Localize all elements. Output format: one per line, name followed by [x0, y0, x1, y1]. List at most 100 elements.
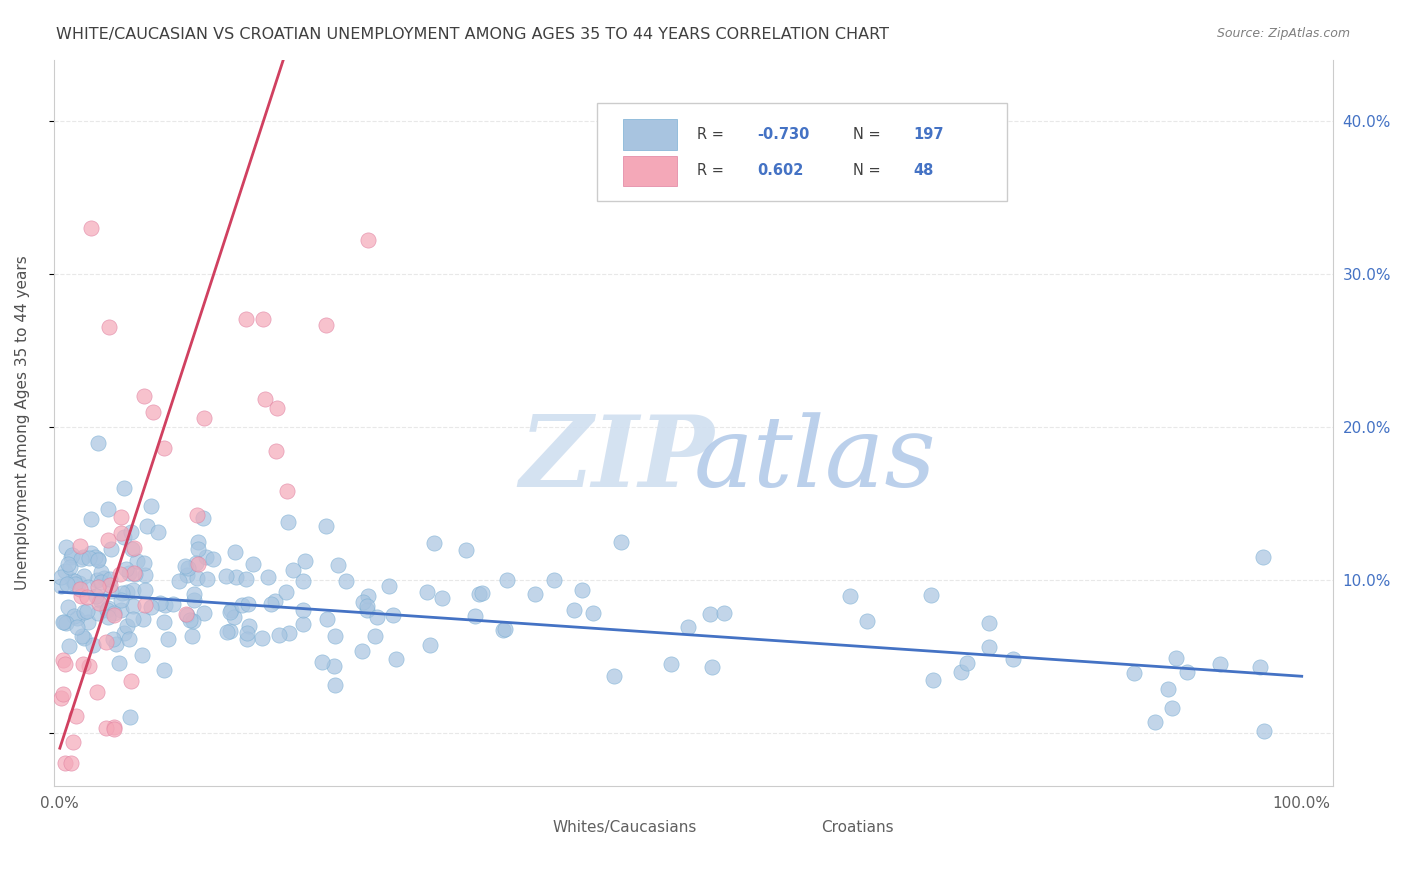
Point	[356, 599, 378, 613]
Point	[267, 628, 290, 642]
Point	[356, 233, 378, 247]
Point	[1144, 715, 1167, 730]
Point	[62, 735, 84, 749]
Point	[51, 653, 73, 667]
Point	[90, 575, 112, 590]
Point	[356, 589, 378, 603]
Point	[176, 608, 198, 623]
FancyBboxPatch shape	[598, 103, 1007, 202]
Point	[86, 573, 108, 587]
Point	[67, 576, 90, 591]
Point	[86, 685, 108, 699]
Point	[385, 652, 408, 666]
Point	[55, 540, 77, 554]
Point	[256, 570, 278, 584]
Point	[423, 535, 446, 549]
Point	[77, 580, 100, 594]
Point	[311, 655, 333, 669]
Point	[131, 612, 153, 626]
Point	[277, 516, 299, 530]
Point	[121, 673, 143, 688]
Point	[215, 568, 238, 582]
Point	[121, 541, 143, 556]
Point	[107, 657, 129, 671]
Point	[183, 587, 205, 601]
Point	[121, 612, 143, 626]
Point	[134, 583, 156, 598]
Point	[274, 585, 297, 599]
Point	[93, 571, 115, 585]
Point	[112, 481, 135, 495]
Point	[235, 572, 257, 586]
Point	[73, 568, 96, 582]
Text: 48: 48	[914, 163, 934, 178]
Point	[323, 659, 346, 673]
Point	[87, 436, 110, 450]
Point	[202, 552, 225, 566]
Point	[153, 599, 176, 613]
Point	[603, 669, 626, 683]
Point	[252, 311, 274, 326]
Point	[177, 561, 200, 575]
Point	[356, 603, 378, 617]
Point	[97, 502, 120, 516]
Point	[335, 574, 357, 589]
Point	[492, 623, 515, 637]
Point	[58, 599, 80, 614]
Point	[325, 629, 347, 643]
Point	[52, 615, 75, 629]
FancyBboxPatch shape	[773, 814, 813, 840]
Point	[77, 659, 100, 673]
Point	[65, 708, 87, 723]
Point	[187, 535, 209, 549]
Point	[219, 624, 242, 639]
Point	[77, 551, 100, 566]
Point	[120, 709, 142, 723]
Point	[86, 551, 108, 566]
Point	[1253, 549, 1275, 564]
Point	[713, 606, 735, 620]
Point	[112, 530, 135, 544]
Point	[132, 556, 155, 570]
Point	[315, 519, 337, 533]
Point	[676, 620, 699, 634]
Point	[98, 572, 121, 586]
Point	[110, 592, 132, 607]
Point	[125, 554, 148, 568]
FancyBboxPatch shape	[623, 120, 676, 150]
Point	[496, 574, 519, 588]
Point	[120, 525, 142, 540]
Point	[104, 637, 127, 651]
Point	[187, 542, 209, 557]
Point	[60, 549, 83, 563]
Point	[70, 552, 93, 566]
Point	[80, 546, 103, 560]
Point	[236, 625, 259, 640]
Point	[96, 603, 118, 617]
Point	[56, 558, 79, 572]
Point	[430, 591, 453, 606]
Point	[97, 601, 120, 615]
Point	[949, 665, 972, 679]
Text: WHITE/CAUCASIAN VS CROATIAN UNEMPLOYMENT AMONG AGES 35 TO 44 YEARS CORRELATION C: WHITE/CAUCASIAN VS CROATIAN UNEMPLOYMENT…	[56, 27, 889, 42]
Point	[49, 570, 72, 584]
Point	[122, 599, 145, 613]
Point	[419, 638, 441, 652]
Point	[70, 630, 93, 644]
Point	[103, 720, 125, 734]
Point	[76, 604, 98, 618]
Point	[53, 564, 76, 578]
Point	[294, 554, 316, 568]
Point	[523, 586, 546, 600]
Point	[543, 573, 565, 587]
Point	[215, 625, 238, 640]
Point	[134, 389, 156, 403]
Point	[112, 626, 135, 640]
Point	[281, 563, 304, 577]
Point	[72, 657, 94, 671]
Point	[76, 591, 98, 605]
Point	[162, 598, 184, 612]
Point	[90, 566, 112, 580]
Point	[195, 572, 218, 586]
Point	[366, 609, 388, 624]
